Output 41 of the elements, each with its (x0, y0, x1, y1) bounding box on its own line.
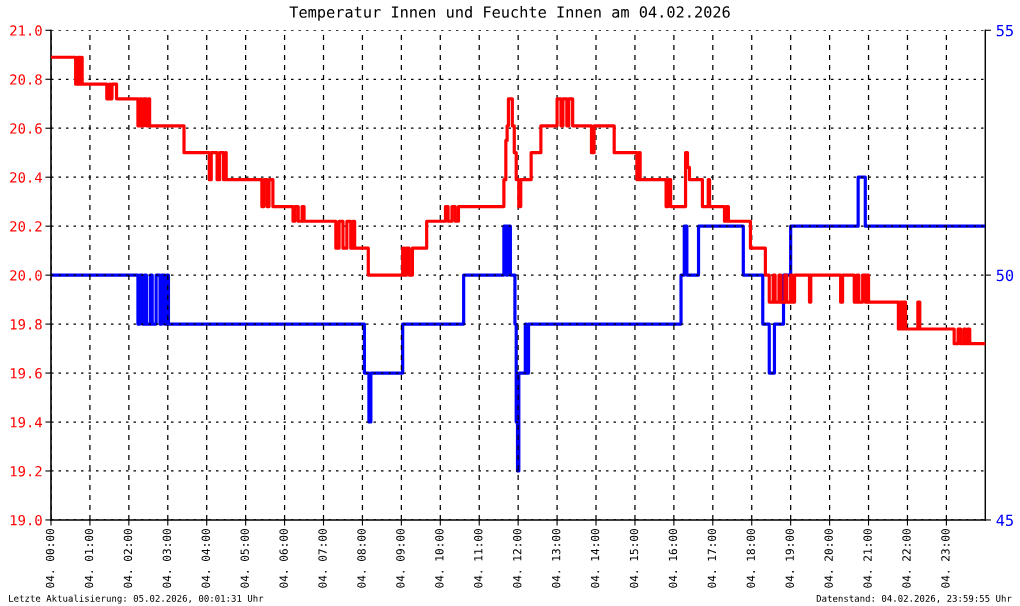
y-tick-label: 19.6 (10, 368, 42, 379)
x-tick-label: 04. 03:00 (162, 529, 172, 588)
x-tick-label: 04. 17:00 (707, 529, 717, 588)
y-tick-label: 19.0 (10, 514, 42, 526)
x-tick-label: 04. 09:00 (396, 529, 405, 588)
x-tick-label: 04. 02:00 (123, 529, 133, 588)
text: Letzte Aktualisierung: 05.02.2026, 00:01:31 Uhr (9, 594, 264, 604)
x-tick-label: 04. 08:00 (357, 529, 366, 588)
y-tick-label: 19.4 (10, 417, 42, 428)
y-tick-label: 21.0 (10, 25, 42, 36)
x-tick-label: 04. 06:00 (279, 529, 288, 588)
x-tick-label: 04. 14:00 (590, 529, 600, 588)
y2-tick-label: 55 (996, 25, 1013, 37)
y2-tick-label: 45 (996, 514, 1013, 527)
y-tick-label: 20.6 (10, 123, 42, 134)
y-tick-label: 20.0 (10, 270, 42, 281)
x-tick-label: 04. 13:00 (551, 529, 561, 588)
y-tick-label: 19.8 (10, 319, 42, 330)
x-tick-label: 04. 07:00 (318, 529, 327, 588)
text: Datenstand: 04.02.2026, 23:59:55 Uhr (816, 594, 1012, 603)
x-tick-label: 04. 19:00 (785, 529, 794, 588)
x-tick-label: 04. 15:00 (629, 529, 639, 588)
x-tick-label: 04. 12:00 (513, 529, 522, 588)
y-tick-label: 19.2 (10, 465, 42, 477)
x-tick-label: 04. 04:00 (201, 529, 210, 588)
x-tick-label: 04. 16:00 (668, 529, 678, 588)
x-tick-label: 04. 21:00 (863, 529, 872, 588)
x-tick-label: 04. 01:00 (84, 529, 94, 588)
x-tick-label: 04. 20:00 (824, 529, 833, 588)
x-tick-label: 04. 10:00 (435, 529, 444, 588)
x-tick-label: 04. 11:00 (474, 529, 483, 588)
x-tick-label: 04. 00:00 (45, 529, 55, 588)
x-tick-label: 04. 18:00 (746, 529, 755, 588)
y-tick-label: 20.8 (10, 74, 42, 85)
chart-title: Temperatur Innen und Feuchte Innen am 04.02.2026 (289, 5, 730, 21)
x-tick-label: 04. 05:00 (240, 529, 249, 588)
y2-tick-label: 50 (996, 269, 1014, 282)
y-tick-label: 20.4 (10, 172, 42, 183)
x-tick-label: 04. 22:00 (902, 529, 911, 588)
y-tick-label: 20.2 (10, 221, 42, 232)
x-tick-label: 04. 23:00 (941, 529, 950, 588)
